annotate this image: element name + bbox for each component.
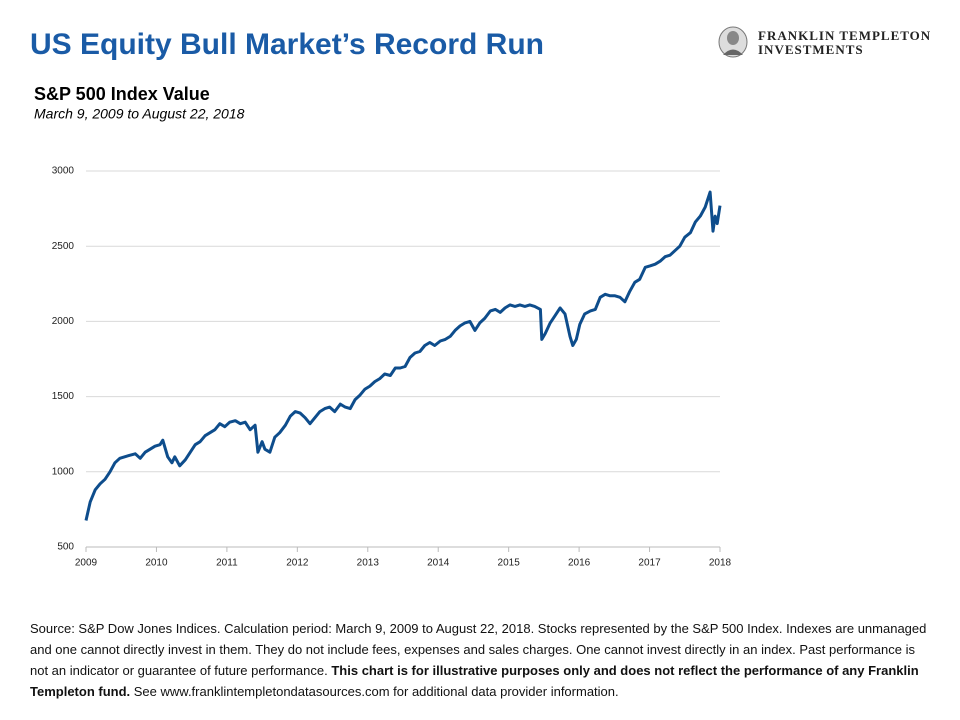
y-tick-label: 2000 bbox=[52, 316, 75, 327]
footnote: Source: S&P Dow Jones Indices. Calculati… bbox=[30, 618, 935, 702]
x-tick-label: 2016 bbox=[568, 558, 591, 569]
y-tick-label: 500 bbox=[57, 542, 74, 553]
y-tick-label: 1500 bbox=[52, 391, 75, 402]
y-tick-label: 3000 bbox=[52, 166, 75, 177]
slide-title: US Equity Bull Market’s Record Run bbox=[30, 28, 544, 61]
y-tick-label: 1000 bbox=[52, 466, 75, 477]
x-tick-label: 2017 bbox=[638, 558, 661, 569]
footnote-text: See www.franklintempletondatasources.com… bbox=[130, 684, 619, 699]
x-tick-label: 2015 bbox=[498, 558, 521, 569]
footnote-text: Source: S&P Dow Jones Indices. Calculati… bbox=[30, 621, 927, 678]
index-line bbox=[84, 190, 722, 521]
x-tick-label: 2011 bbox=[216, 558, 238, 569]
chart-title: S&P 500 Index Value bbox=[34, 84, 210, 104]
x-tick-label: 2018 bbox=[709, 558, 732, 569]
x-tick-label: 2009 bbox=[75, 558, 98, 569]
chart-subtitle: March 9, 2009 to August 22, 2018 bbox=[34, 106, 245, 122]
x-tick-label: 2010 bbox=[145, 558, 168, 569]
x-tick-label: 2013 bbox=[357, 558, 380, 569]
logo-text: FRANKLIN TEMPLETON bbox=[758, 28, 931, 43]
y-tick-label: 2500 bbox=[52, 241, 75, 252]
footnote-bold: This chart is for illustrative purposes … bbox=[30, 663, 919, 699]
x-tick-label: 2014 bbox=[427, 558, 450, 569]
logo-text: INVESTMENTS bbox=[758, 42, 864, 57]
logo-icon bbox=[718, 26, 748, 58]
x-tick-label: 2012 bbox=[286, 558, 309, 569]
